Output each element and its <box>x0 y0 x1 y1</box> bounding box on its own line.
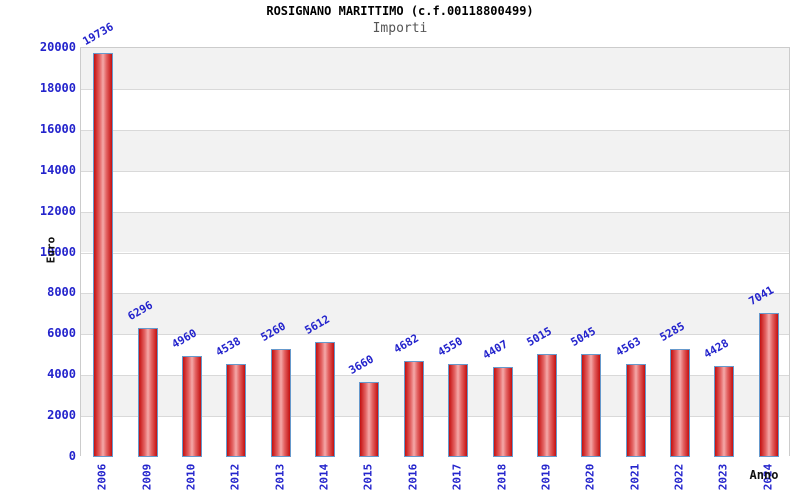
plot-band <box>81 170 789 212</box>
x-tick-label: 2009 <box>140 463 154 491</box>
gridline <box>81 130 789 131</box>
plot-band <box>81 293 789 335</box>
y-tick-label: 2000 <box>47 408 76 423</box>
x-tick-label: 2015 <box>361 463 375 491</box>
gridline <box>81 375 789 376</box>
x-tick-label: 2016 <box>406 463 420 491</box>
bar <box>492 366 513 457</box>
x-tick-label: 2021 <box>628 463 642 491</box>
x-tick-label: 2022 <box>672 463 686 491</box>
x-tick-label: 2014 <box>317 463 331 491</box>
y-tick-label: 12000 <box>39 203 76 218</box>
chart-title: ROSIGNANO MARITTIMO (c.f.00118800499) <box>266 4 534 18</box>
bar <box>359 382 380 457</box>
bar <box>581 353 602 457</box>
gridline <box>81 89 789 90</box>
y-tick-label: 20000 <box>39 40 76 54</box>
plot-band <box>81 129 789 171</box>
bar <box>536 354 557 457</box>
x-tick-label: 2012 <box>228 463 242 491</box>
x-tick-label: 2020 <box>583 463 597 491</box>
plot-band <box>81 252 789 294</box>
bar <box>448 363 469 457</box>
y-tick-label: 8000 <box>47 285 76 300</box>
y-tick-label: 18000 <box>39 80 76 95</box>
bar <box>181 355 202 457</box>
gridline <box>81 293 789 294</box>
bar <box>315 342 336 457</box>
gridline <box>81 253 789 254</box>
chart-subtitle: Importi <box>372 21 428 36</box>
y-tick-label: 14000 <box>39 162 76 177</box>
x-tick-label: 2023 <box>716 463 730 491</box>
bar <box>93 53 114 457</box>
y-tick-label: 6000 <box>47 326 76 341</box>
gridline <box>81 416 789 417</box>
gridline <box>81 212 789 213</box>
bar <box>625 363 646 457</box>
y-tick-label: 0 <box>68 449 76 463</box>
x-axis-title: Anno <box>749 468 779 482</box>
bar <box>137 328 158 457</box>
y-axis-title: Euro <box>44 236 58 264</box>
x-tick-label: 2018 <box>495 463 509 491</box>
x-tick-label: 2017 <box>450 463 464 491</box>
bar <box>670 348 691 457</box>
bar <box>403 361 424 457</box>
y-tick-label: 4000 <box>47 367 76 382</box>
bar <box>714 366 735 457</box>
y-tick-label: 16000 <box>39 121 76 136</box>
plot-band <box>81 48 789 89</box>
x-tick-label: 2019 <box>539 463 553 491</box>
plot-band <box>81 211 789 253</box>
bar <box>758 313 779 457</box>
gridline <box>81 334 789 335</box>
x-tick-label: 2010 <box>184 463 198 491</box>
bar <box>226 364 247 457</box>
x-tick-label: 2013 <box>273 463 287 491</box>
gridline <box>81 171 789 172</box>
x-tick-label: 2006 <box>95 463 109 491</box>
bar <box>270 349 291 457</box>
plot-band <box>81 88 789 130</box>
y-tick-label: 10000 <box>39 244 76 259</box>
plot-area <box>80 47 790 457</box>
